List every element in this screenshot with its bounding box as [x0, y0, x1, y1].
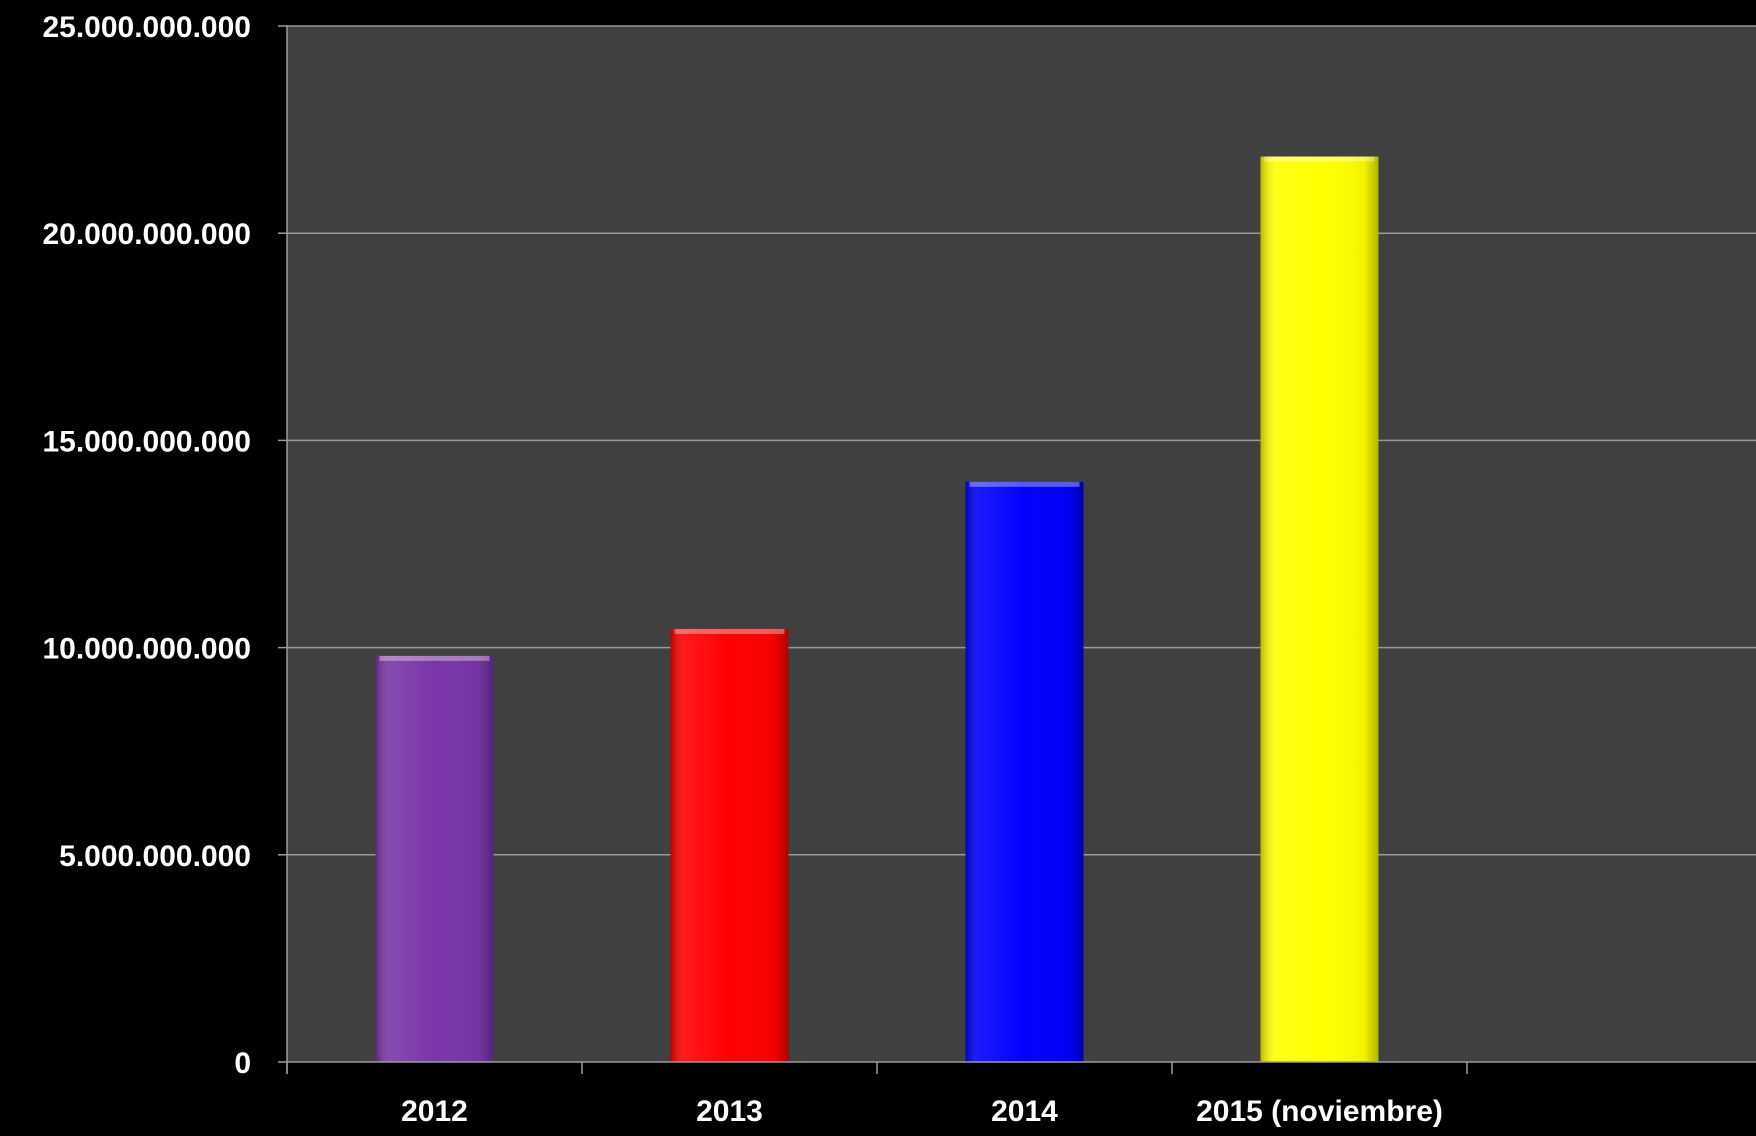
y-tick-label: 25.000.000.000	[42, 11, 251, 44]
x-tick-label: 2012	[401, 1095, 468, 1128]
y-tick-label: 5.000.000.000	[59, 840, 251, 873]
bar-2012	[375, 655, 494, 1062]
bars	[375, 156, 1379, 1063]
bar-2015	[1260, 156, 1379, 1062]
y-tick-label: 20.000.000.000	[42, 218, 251, 251]
bar-top-bevel	[379, 655, 490, 661]
bar-shading	[1260, 156, 1379, 1062]
bar-shading	[375, 655, 494, 1062]
bar-top-bevel	[1264, 156, 1375, 162]
tick-labels: 0 5.000.000.000 10.000.000.000 15.000.000.0…	[42, 11, 1442, 1128]
y-tick-label: 10.000.000.000	[42, 633, 251, 666]
y-tick-label: 15.000.000.000	[42, 425, 251, 458]
x-tick-label: 2013	[696, 1095, 763, 1128]
x-tick-label: 2014	[991, 1095, 1058, 1128]
bar-top-bevel	[969, 481, 1080, 487]
bar-2014	[965, 481, 1084, 1063]
axes	[278, 25, 1756, 1074]
bar-2013	[670, 628, 789, 1062]
x-tick-label: 2015 (noviembre)	[1196, 1095, 1443, 1128]
bar-shading	[670, 628, 789, 1062]
bar-top-bevel	[674, 628, 785, 634]
y-tick-label: 0	[234, 1047, 251, 1080]
bar-shading	[965, 481, 1084, 1063]
